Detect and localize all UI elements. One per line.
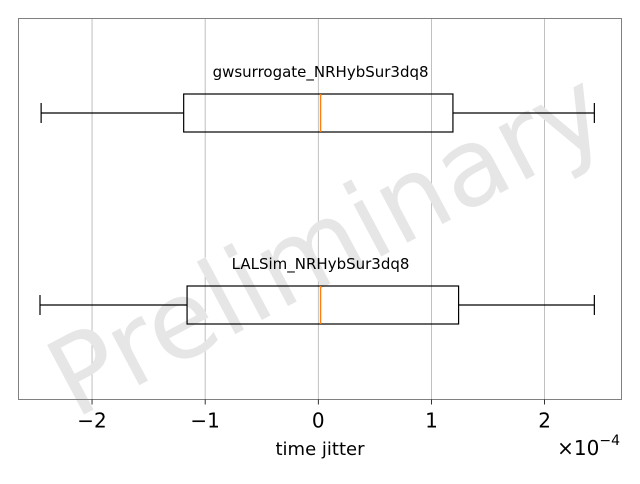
x-tick-label: 2 bbox=[538, 409, 551, 433]
x-tick-label: −1 bbox=[190, 409, 219, 433]
box-series: LALSim_NRHybSur3dq8 bbox=[39, 255, 595, 325]
plot-frame bbox=[18, 18, 622, 400]
watermark-text: Preliminary bbox=[28, 46, 625, 443]
x-tick-label: 0 bbox=[312, 409, 325, 433]
x-tick-label: −2 bbox=[77, 409, 106, 433]
x-offset-exponent: −4 bbox=[599, 433, 620, 449]
iqr-box bbox=[183, 93, 454, 133]
series-label: LALSim_NRHybSur3dq8 bbox=[232, 255, 410, 274]
box-layer: gwsurrogate_NRHybSur3dq8 LALSim_NRHybSur3… bbox=[39, 63, 595, 325]
x-offset-label: ×10−4 bbox=[557, 433, 620, 460]
box-series: gwsurrogate_NRHybSur3dq8 bbox=[40, 63, 595, 133]
iqr-box bbox=[186, 285, 460, 325]
x-axis-label: time jitter bbox=[276, 439, 366, 460]
x-offset-base: ×10 bbox=[557, 436, 599, 460]
grid-layer bbox=[91, 18, 545, 400]
series-label: gwsurrogate_NRHybSur3dq8 bbox=[213, 63, 429, 82]
x-tick-label: 1 bbox=[425, 409, 438, 433]
x-tick-layer: −2 −1 0 1 2 bbox=[77, 399, 551, 433]
